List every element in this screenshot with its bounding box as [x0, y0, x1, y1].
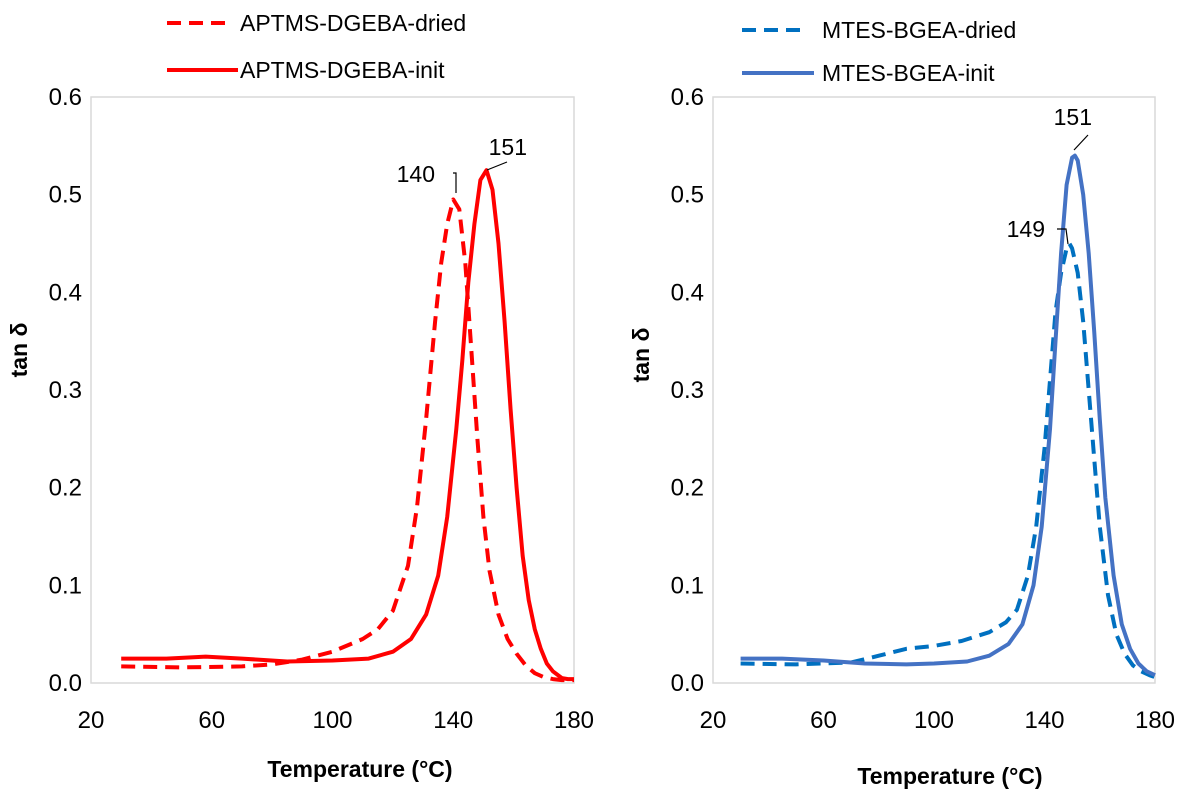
y-tick-label: 0.5	[671, 182, 704, 209]
x-tick-label: 140	[1024, 707, 1064, 734]
series-line-mtes-bgea-init	[740, 153, 1156, 678]
x-tick-label: 20	[700, 707, 727, 734]
peak-annotation: 151	[1054, 104, 1092, 130]
y-tick-label: 0.6	[49, 84, 82, 111]
x-tick-label: 60	[198, 707, 225, 734]
y-axis-title: tan δ	[628, 328, 654, 383]
legend-label: APTMS-DGEBA-init	[240, 57, 445, 83]
y-tick-label: 0.1	[49, 572, 82, 599]
x-tick-label: 60	[810, 707, 837, 734]
y-tick-label: 0.2	[671, 475, 704, 502]
y-tick-label: 0.4	[671, 279, 704, 306]
y-tick-label: 0.6	[671, 84, 704, 111]
annotation-leader	[486, 161, 508, 171]
x-tick-label: 140	[433, 707, 473, 734]
y-tick-label: 0.3	[49, 377, 82, 404]
x-tick-label: 180	[1135, 707, 1175, 734]
annotation-leader	[1057, 228, 1069, 245]
x-axis-title: Temperature (°C)	[857, 763, 1042, 789]
plot-area-1	[90, 96, 575, 684]
y-axis-title: tan δ	[6, 323, 32, 378]
legend-label: MTES-BGEA-dried	[822, 17, 1016, 43]
y-tick-label: 0.1	[671, 572, 704, 599]
peak-annotation: 149	[1007, 216, 1045, 242]
legend-label: MTES-BGEA-init	[822, 60, 995, 86]
x-tick-label: 100	[914, 707, 954, 734]
peak-annotation: 140	[397, 161, 435, 187]
peak-annotation: 151	[489, 134, 527, 160]
x-axis-title: Temperature (°C)	[267, 756, 452, 782]
y-tick-label: 0.4	[49, 279, 82, 306]
y-tick-label: 0.5	[49, 182, 82, 209]
x-tick-label: 100	[312, 707, 352, 734]
series-line-aptms-dgeba-dried	[121, 197, 574, 683]
y-tick-label: 0.3	[671, 377, 704, 404]
y-tick-label: 0.2	[49, 475, 82, 502]
plot-area-2	[712, 96, 1156, 684]
y-tick-label: 0.0	[49, 670, 82, 697]
y-tick-label: 0.0	[671, 670, 704, 697]
annotation-leader	[453, 172, 457, 193]
x-tick-label: 20	[78, 707, 105, 734]
legend-label: APTMS-DGEBA-dried	[240, 10, 466, 36]
x-tick-label: 180	[554, 707, 594, 734]
series-line-aptms-dgeba-init	[121, 168, 574, 682]
annotation-leader	[1073, 134, 1089, 151]
